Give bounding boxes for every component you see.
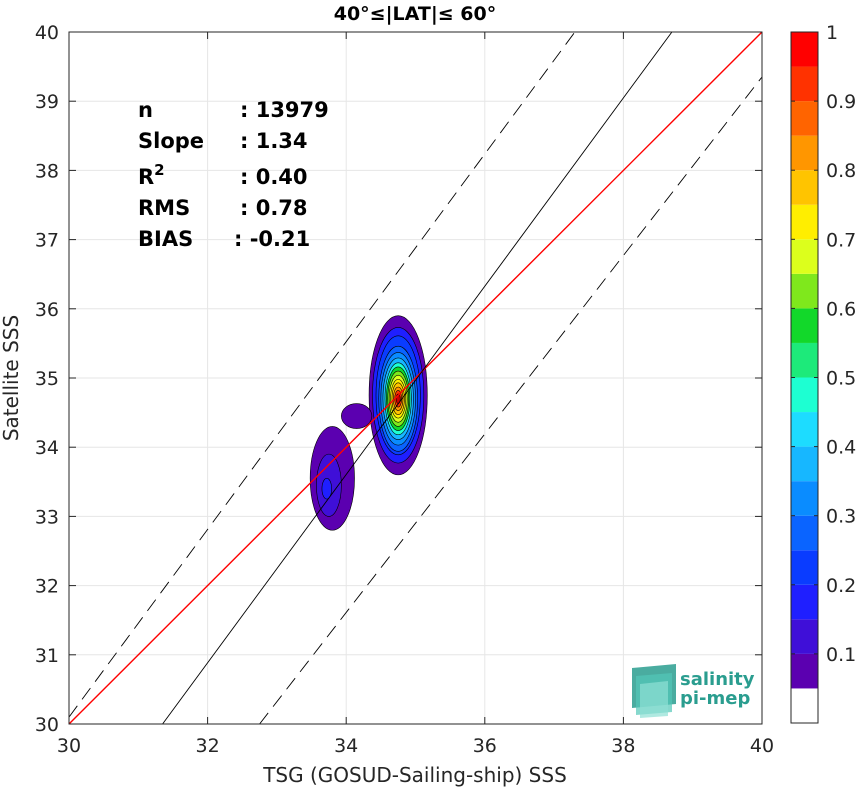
- stat-value: : 1.34: [240, 129, 308, 153]
- colorbar-band: [791, 32, 818, 67]
- colorbar-tick-label: 0.6: [826, 298, 856, 320]
- line-one-to-one: [69, 32, 762, 724]
- y-tick-label: 31: [35, 645, 59, 667]
- colorbar-band: [791, 515, 818, 551]
- x-tick-label: 34: [334, 735, 358, 757]
- colorbar-band: [791, 377, 818, 413]
- logo-text-line1: salinity: [680, 669, 755, 690]
- y-tick-label: 30: [35, 714, 59, 736]
- stat-value: : 13979: [240, 98, 329, 122]
- line-regression: [162, 32, 673, 724]
- stat-label: n: [138, 98, 153, 122]
- colorbar-band: [791, 170, 818, 205]
- colorbar-tick-label: 0.8: [826, 160, 856, 182]
- colorbar-tick-label: 0.7: [826, 229, 856, 251]
- colorbar-band: [791, 204, 818, 240]
- x-tick-label: 40: [750, 735, 774, 757]
- contour-bridge: [341, 403, 373, 429]
- reference-lines: [69, 32, 762, 724]
- colorbar-tick-label: 0.1: [826, 644, 856, 666]
- stat-label: RMS: [138, 196, 190, 220]
- x-tick-label: 38: [611, 735, 635, 757]
- colorbar-tick-label: 1: [826, 22, 838, 44]
- y-tick-label: 37: [35, 230, 59, 252]
- stat-label: BIAS: [138, 227, 193, 251]
- line-lower-bound: [259, 76, 762, 724]
- y-axis-label: Satellite SSS: [0, 315, 23, 441]
- stat-value: : -0.21: [234, 227, 310, 251]
- colorbar-band: [791, 101, 818, 136]
- salinity-pi-mep-logo: salinity pi-mep: [632, 664, 755, 718]
- colorbar-band: [791, 308, 818, 343]
- colorbar-band: [791, 688, 818, 723]
- colorbar-band: [791, 550, 818, 585]
- stat-value: : 0.78: [240, 196, 308, 220]
- chart-title: 40°≤|LAT|≤ 60°: [334, 3, 497, 25]
- colorbar-band: [791, 619, 818, 654]
- colorbar-band: [791, 584, 818, 620]
- y-tick-label: 40: [35, 22, 59, 44]
- colorbar-band: [791, 481, 818, 516]
- colorbar-band: [791, 342, 818, 378]
- colorbar-band: [791, 239, 818, 274]
- y-tick-label: 34: [35, 437, 59, 459]
- colorbar-band: [791, 66, 818, 102]
- x-axis-label: TSG (GOSUD-Sailing-ship) SSS: [262, 763, 567, 787]
- y-tick-label: 38: [35, 160, 59, 182]
- colorbar-tick-label: 0.5: [826, 368, 856, 390]
- logo-text-line2: pi-mep: [680, 688, 750, 709]
- y-ticks: 30 31 32 33 34 35 36 37 38 39 40: [35, 22, 762, 736]
- x-tick-label: 36: [473, 735, 497, 757]
- x-tick-label: 32: [196, 735, 220, 757]
- y-tick-label: 33: [35, 506, 59, 528]
- y-tick-label: 35: [35, 368, 59, 390]
- colorbar-band: [791, 653, 818, 689]
- colorbar-tick-label: 0.3: [826, 506, 856, 528]
- stats-box: n : 13979 Slope : 1.34 R2 : 0.40 RMS : 0.78 BIAS…: [138, 98, 329, 251]
- y-tick-label: 32: [35, 576, 59, 598]
- line-upper-bound: [69, 32, 576, 718]
- stat-label: Slope: [138, 129, 204, 153]
- x-ticks: 30 32 34 36 38 40: [57, 32, 774, 757]
- contour-lobe-core: [321, 478, 332, 500]
- colorbar-tick-label: 0.9: [826, 91, 856, 113]
- stat-value: : 0.40: [240, 165, 308, 189]
- stat-label: R2: [138, 161, 165, 189]
- colorbar-band: [791, 446, 818, 482]
- colorbar-band: [791, 273, 818, 309]
- y-tick-label: 39: [35, 91, 59, 113]
- colorbar-tick-label: 0.2: [826, 575, 856, 597]
- colorbar-band: [791, 135, 818, 171]
- colorbar-tick-label: 0.4: [826, 437, 856, 459]
- y-tick-label: 36: [35, 299, 59, 321]
- density-contours: [309, 315, 428, 531]
- colorbar-band: [791, 412, 818, 447]
- x-tick-label: 30: [57, 735, 81, 757]
- colorbar: 0.1 0.2 0.3 0.4 0.5 0.6 0.7 0.8 0.9 1: [790, 22, 856, 724]
